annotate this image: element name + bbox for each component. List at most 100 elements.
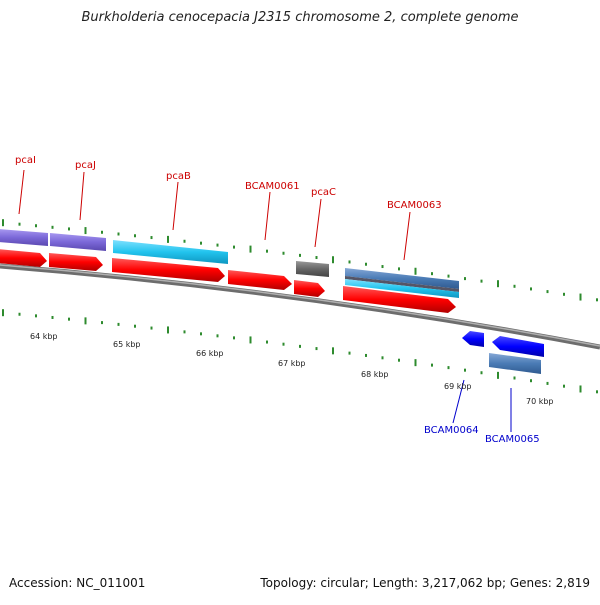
cds-arrow-BCAM0061[interactable] [228,270,292,290]
gene-label-pcaJ[interactable]: pcaJ [75,160,96,171]
upper-tick [398,267,400,271]
lower-tick [348,351,351,355]
scale-label-64kbp: 64 kbp [30,332,58,341]
gene-label-BCAM0061[interactable]: BCAM0061 [245,181,300,192]
gene-bar-BCAM0065[interactable] [489,353,541,374]
upper-tick [299,253,301,257]
upper-tick [546,290,549,294]
gene-label-BCAM0063[interactable]: BCAM0063 [387,200,442,211]
cds-track-reverse [462,331,544,374]
lower-tick [414,359,417,367]
upper-tick [134,234,136,238]
cds-arrow-BCAM0065[interactable] [492,336,544,357]
lower-tick [233,336,235,340]
cds-arrow-pcaI[interactable] [0,249,47,267]
scale-label-70kbp: 70 kbp [526,397,554,406]
upper-tick [596,298,598,302]
lower-tick [299,344,301,348]
tick-marks-upper [2,219,598,302]
lower-tick [381,356,384,360]
cds-arrow-pcaC[interactable] [294,280,325,297]
upper-tick [530,287,532,291]
callout-line-pcaJ [79,171,85,221]
gene-label-BCAM0065[interactable]: BCAM0065 [485,434,540,445]
lower-tick [35,314,37,318]
upper-tick [84,227,87,235]
callout-line-BCAM0064 [452,379,465,424]
gene-track-forward [0,229,459,298]
upper-tick [117,232,120,236]
lower-tick [480,371,483,375]
upper-tick [18,222,21,226]
scale-label-65kbp: 65 kbp [113,340,141,349]
lower-tick [282,342,285,346]
upper-tick [348,260,351,264]
lower-tick [398,358,400,362]
upper-tick [497,280,499,288]
lower-tick [530,379,532,383]
upper-tick [68,227,70,231]
lower-tick [431,363,433,367]
lower-tick [216,334,219,338]
gene-bar-pcaJ[interactable] [50,233,106,251]
upper-tick [579,293,582,301]
callout-line-pcaI [18,169,25,215]
upper-tick [332,256,334,264]
lower-tick [266,340,268,344]
upper-tick [431,272,433,276]
upper-tick [150,236,153,240]
lower-tick [464,368,466,372]
cds-arrow-pcaJ[interactable] [49,253,103,271]
gene-label-pcaC[interactable]: pcaC [311,187,336,198]
lower-tick [84,317,87,325]
tick-marks-lower [2,309,598,394]
gene-bar-pcaB[interactable] [113,240,228,264]
upper-tick [35,224,37,228]
accession-text: Accession: NC_011001 [9,576,146,590]
chromosome-backbone-highlight [0,264,600,347]
callout-line-pcaC [314,198,322,248]
callout-line-pcaB [172,181,179,231]
lower-tick [200,332,202,336]
upper-tick [282,251,285,255]
upper-tick [563,292,565,296]
lower-tick [134,324,136,328]
cds-arrow-BCAM0063[interactable] [343,286,456,313]
scale-labels: 64 kbp 65 kbp 66 kbp 67 kbp 68 kbp 69 kb… [30,332,554,406]
lower-tick [563,384,565,388]
lower-tick [332,347,334,355]
lower-tick [18,312,21,316]
upper-tick [167,235,169,243]
upper-tick [464,277,466,281]
cds-arrow-pcaB[interactable] [112,258,225,282]
scale-label-66kbp: 66 kbp [196,349,224,358]
upper-tick [447,274,450,278]
lower-tick [579,385,582,393]
gene-labels: pcaI pcaJ pcaB BCAM0061 pcaC BCAM0063 BC… [15,155,540,445]
cds-arrow-BCAM0064[interactable] [462,331,484,347]
upper-tick [266,249,268,253]
lower-tick [447,366,450,370]
upper-tick [315,256,318,260]
upper-tick [101,230,103,234]
lower-tick [546,381,549,385]
upper-tick [513,284,516,288]
lower-tick [596,390,598,394]
lower-tick [249,336,252,344]
gene-label-pcaB[interactable]: pcaB [166,171,191,182]
gene-label-BCAM0064[interactable]: BCAM0064 [424,425,479,436]
lower-tick [365,353,367,357]
gene-bar-pcaC[interactable] [296,261,329,277]
upper-tick [381,265,384,269]
gene-callouts [18,169,512,432]
lower-tick [117,322,120,326]
gene-bar-BCAM0063[interactable] [345,268,459,298]
gene-bar-pcaI[interactable] [0,229,48,246]
lower-tick [167,326,169,334]
gene-label-pcaI[interactable]: pcaI [15,155,36,166]
lower-tick [513,376,516,380]
lower-tick [183,330,186,334]
upper-tick [51,225,54,229]
